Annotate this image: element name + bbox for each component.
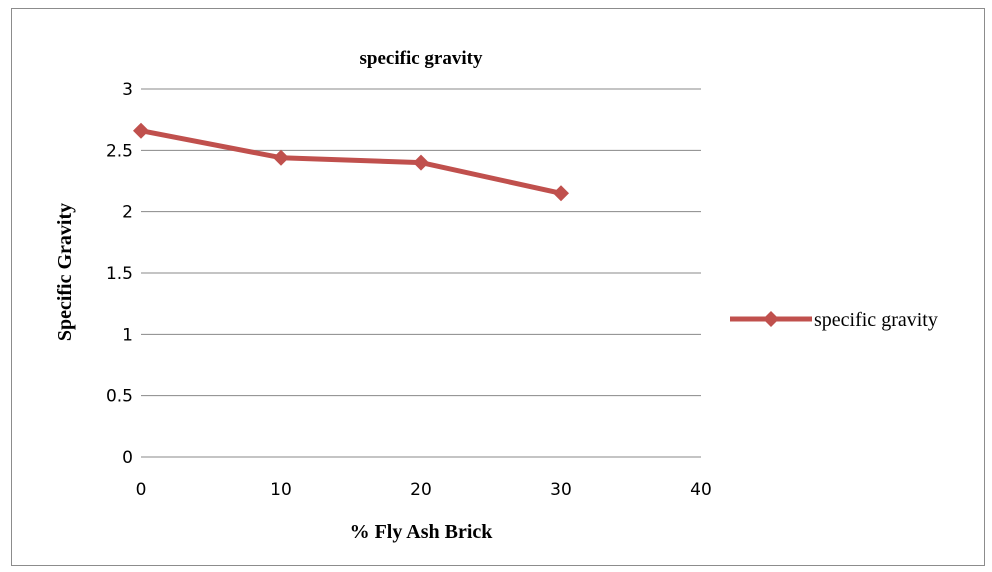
x-tick-label: 0 [136, 480, 147, 500]
legend: specific gravity [730, 309, 938, 331]
data-point [413, 154, 429, 171]
data-point [553, 185, 569, 202]
x-tick-label: 20 [410, 480, 432, 500]
y-axis-label: Specific Gravity [54, 203, 76, 341]
y-tick-label: 2 [122, 203, 133, 223]
data-point [273, 149, 289, 166]
legend-entry: specific gravity [814, 309, 938, 331]
series-group [133, 122, 569, 202]
x-axis-label: % Fly Ash Brick [350, 521, 494, 543]
y-tick-label: 1 [122, 325, 133, 345]
y-tick-label: 0 [122, 448, 133, 468]
x-tick-label: 10 [270, 480, 292, 500]
y-tick-labels: 0 0.5 1 1.5 2 2.5 3 [106, 80, 133, 468]
x-tick-label: 30 [550, 480, 572, 500]
x-tick-label: 40 [690, 480, 712, 500]
legend-marker [763, 311, 779, 327]
y-tick-label: 2.5 [106, 141, 133, 161]
x-tick-labels: 0 10 20 30 40 [136, 480, 712, 500]
data-point [133, 122, 149, 139]
y-tick-label: 0.5 [106, 387, 133, 407]
series-line [140, 128, 562, 196]
chart-title: specific gravity [360, 48, 483, 69]
chart-frame [11, 8, 985, 566]
y-tick-label: 1.5 [106, 264, 133, 284]
y-tick-label: 3 [122, 80, 133, 100]
gridlines [141, 88, 701, 458]
